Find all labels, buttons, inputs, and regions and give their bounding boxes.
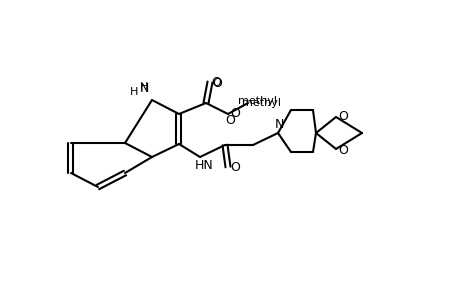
Text: H: H	[129, 87, 138, 97]
Text: O: O	[337, 110, 347, 122]
Text: methyl: methyl	[238, 96, 277, 106]
Text: H: H	[140, 82, 148, 92]
Text: N: N	[274, 118, 283, 130]
Text: O: O	[337, 143, 347, 157]
Text: methyl: methyl	[242, 98, 281, 108]
Text: O: O	[224, 113, 235, 127]
Text: O: O	[230, 106, 240, 119]
Text: O: O	[230, 160, 240, 173]
Text: N: N	[139, 82, 148, 94]
Text: O: O	[212, 76, 221, 89]
Text: O: O	[211, 76, 220, 88]
Text: HN: HN	[194, 158, 213, 172]
